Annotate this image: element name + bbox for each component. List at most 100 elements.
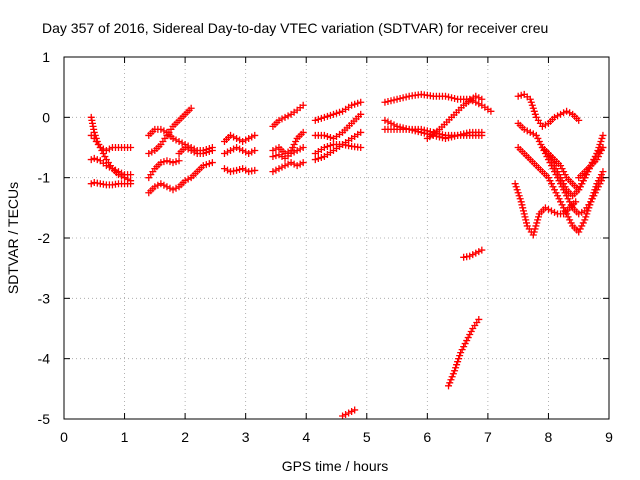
data-point [326, 111, 334, 119]
data-point [233, 134, 241, 142]
data-point [558, 177, 566, 185]
data-point [526, 128, 534, 136]
data-point [587, 198, 595, 206]
data-point [115, 168, 122, 176]
data-point [449, 370, 457, 378]
data-point [281, 113, 289, 121]
data-point [446, 379, 454, 387]
data-point [320, 113, 328, 121]
data-point [572, 198, 580, 206]
data-point [575, 228, 583, 236]
y-tick-label: 1 [42, 49, 50, 65]
data-point [96, 144, 104, 151]
data-point [230, 145, 238, 153]
series-s20 [311, 128, 365, 164]
data-point [292, 137, 300, 145]
data-point [454, 358, 462, 366]
data-point [329, 110, 337, 118]
data-point [269, 168, 277, 176]
data-point [599, 168, 607, 176]
data-point [287, 150, 295, 158]
data-point [317, 114, 325, 122]
data-point [515, 192, 523, 200]
data-point [528, 101, 536, 109]
data-point [351, 100, 359, 108]
series-s10 [220, 131, 259, 145]
data-point [533, 219, 541, 227]
data-point [166, 158, 174, 166]
data-point [591, 186, 599, 194]
data-point [172, 184, 180, 192]
data-point [311, 116, 319, 124]
series-s25 [423, 92, 486, 142]
data-point [399, 94, 407, 102]
data-point [567, 201, 575, 209]
data-point [594, 177, 602, 185]
data-point [596, 174, 604, 182]
data-point [187, 147, 195, 155]
data-point [593, 150, 601, 158]
data-point [296, 145, 304, 153]
data-point [579, 177, 587, 185]
data-point [172, 136, 180, 144]
data-point [518, 201, 526, 209]
data-point [314, 155, 322, 163]
series-s15 [269, 144, 307, 162]
data-point [475, 248, 483, 256]
data-point [591, 153, 599, 161]
data-point [299, 101, 307, 109]
data-point [160, 127, 168, 135]
series-s34 [575, 131, 607, 182]
data-point [554, 192, 562, 200]
data-point [423, 127, 431, 135]
data-point [169, 159, 177, 167]
data-point [169, 134, 177, 142]
chart-title: Day 357 of 2016, Sidereal Day-to-day VTE… [42, 20, 548, 36]
data-point [558, 201, 566, 209]
data-point [311, 156, 319, 164]
series-s4 [87, 178, 135, 189]
data-point [551, 208, 558, 216]
data-point [154, 181, 162, 189]
data-point [546, 177, 554, 185]
data-point [516, 195, 524, 203]
data-point [541, 204, 549, 212]
data-point [236, 145, 244, 153]
data-point [578, 208, 586, 216]
data-point [390, 96, 398, 104]
y-tick-label: 0 [42, 109, 50, 125]
data-point [586, 201, 594, 209]
data-point [581, 216, 589, 224]
data-point [541, 121, 549, 129]
data-point [514, 189, 522, 197]
data-point [236, 166, 244, 174]
data-point [487, 107, 495, 115]
data-point [594, 147, 602, 155]
data-point [575, 116, 583, 124]
data-point [511, 180, 519, 188]
data-point [175, 137, 183, 145]
data-point [118, 169, 126, 177]
data-point [393, 95, 401, 103]
data-point [284, 160, 292, 168]
data-point [336, 108, 344, 116]
data-point [323, 112, 331, 120]
data-point [293, 147, 301, 155]
data-point [547, 180, 555, 188]
data-point [560, 180, 568, 188]
data-point [588, 159, 596, 167]
data-point [278, 163, 286, 171]
data-point [552, 165, 560, 173]
data-point [578, 180, 586, 188]
data-point [281, 162, 289, 170]
data-point [148, 148, 156, 156]
data-point [445, 382, 453, 390]
data-point [564, 213, 572, 221]
data-point [547, 207, 555, 215]
grid [64, 57, 609, 419]
data-point [561, 189, 569, 197]
data-point [99, 150, 107, 158]
data-point [566, 198, 574, 206]
data-point [320, 144, 328, 151]
series-s9 [175, 144, 216, 158]
